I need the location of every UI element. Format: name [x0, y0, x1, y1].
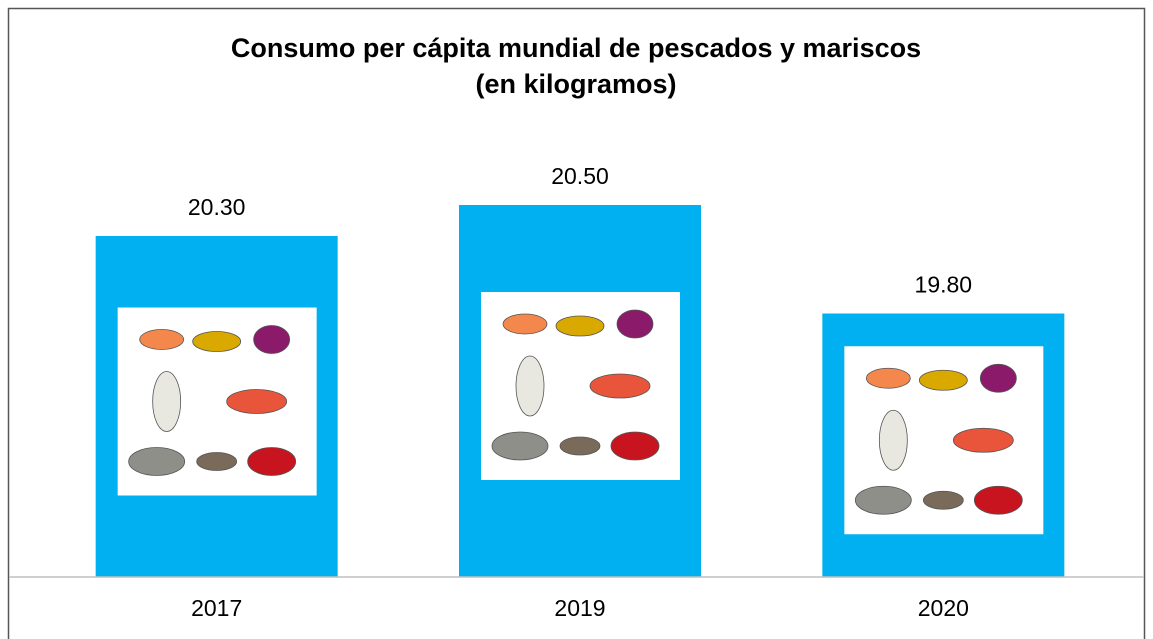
value-label: 19.80 — [915, 272, 973, 298]
seafood-icon — [952, 427, 1014, 453]
value-label: 20.50 — [551, 163, 609, 189]
seafood-icon — [152, 371, 182, 432]
seafood-icon — [502, 313, 548, 335]
seafood-icon — [610, 431, 660, 461]
seafood-icon — [226, 389, 288, 414]
seafood-icon — [865, 367, 911, 389]
seafood-icon — [854, 485, 912, 515]
seafood-icon — [878, 409, 908, 471]
value-label: 20.30 — [188, 194, 246, 220]
seafood-icon — [559, 436, 601, 456]
seafood-icon — [196, 452, 238, 471]
seafood-icon — [922, 490, 964, 510]
seafood-icon — [616, 309, 654, 339]
seafood-icon — [979, 363, 1017, 393]
seafood-icon — [555, 315, 605, 337]
seafood-icon — [247, 447, 297, 476]
x-tick-label: 2019 — [554, 595, 605, 621]
seafood-icon — [128, 447, 186, 476]
seafood-icon — [139, 329, 185, 350]
chart-title: (en kilogramos) — [475, 69, 676, 99]
x-tick-label: 2017 — [191, 595, 242, 621]
seafood-icon — [918, 369, 968, 391]
seafood-icon — [192, 331, 242, 352]
x-tick-label: 2020 — [918, 595, 969, 621]
seafood-icon — [253, 325, 291, 354]
seafood-icon — [515, 355, 545, 417]
seafood-icon — [589, 373, 651, 399]
seafood-icon — [973, 485, 1023, 515]
chart-title: Consumo per cápita mundial de pescados y… — [231, 33, 921, 63]
seafood-icon — [491, 431, 549, 461]
